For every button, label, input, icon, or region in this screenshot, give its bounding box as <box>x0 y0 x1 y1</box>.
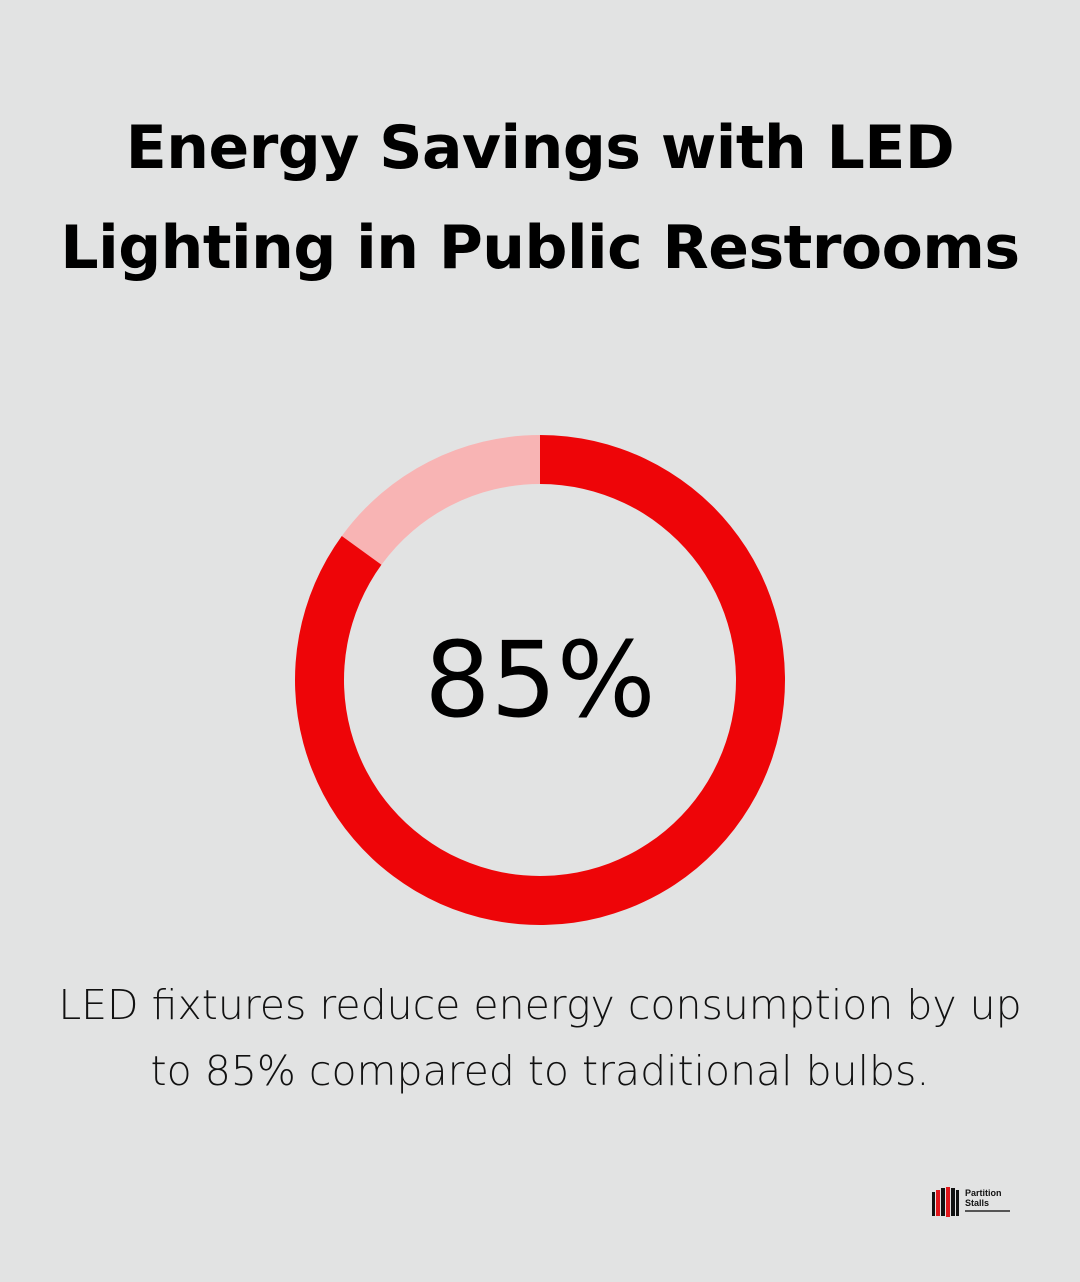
donut-center-label: 85% <box>424 619 655 741</box>
donut-chart: 85% <box>290 430 790 930</box>
logo-text-line2: Stalls <box>965 1198 990 1208</box>
logo-text-line1: Partition <box>965 1188 1002 1198</box>
logo-text: Partition Stalls <box>965 1188 1002 1208</box>
chart-caption: LED fixtures reduce energy consumption b… <box>58 981 1022 1095</box>
logo-icon <box>932 1187 959 1217</box>
donut-slice-remainder <box>341 435 540 565</box>
page-title: Energy Savings with LED Lighting in Publ… <box>60 113 1020 283</box>
donut-chart-svg: 85% <box>295 435 785 925</box>
logo-underline <box>965 1210 1010 1212</box>
partition-stalls-logo: Partition Stalls <box>932 1184 1022 1220</box>
